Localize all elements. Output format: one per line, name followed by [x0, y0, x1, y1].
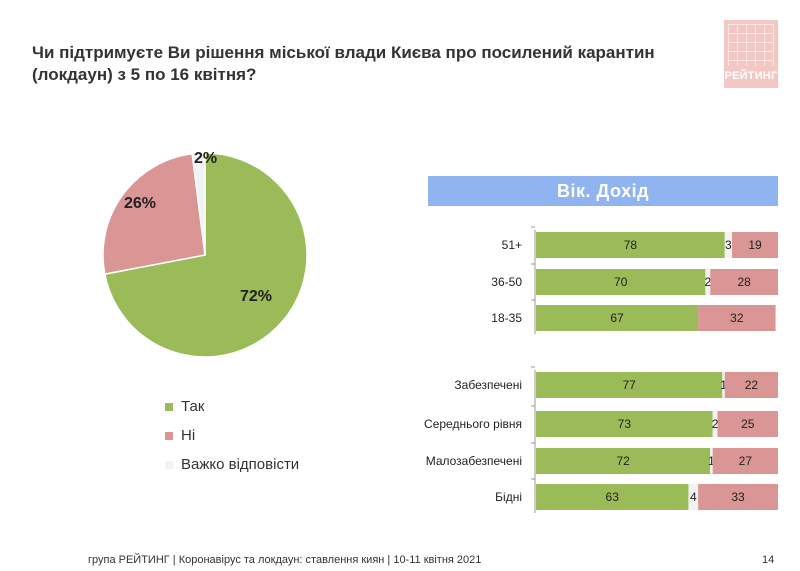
bar-value-label: 28: [737, 275, 751, 289]
bar-value-label: 77: [622, 378, 636, 392]
pie-slice-1: [102, 152, 206, 275]
bar-value-label: 67: [610, 311, 624, 325]
pie-slice-label-0: 72%: [240, 288, 273, 305]
legend-swatch: [165, 402, 173, 411]
legend-item-0: Так: [165, 392, 299, 421]
bar-value-label: 33: [731, 490, 745, 504]
pie-chart: 72% 26% 2%: [90, 140, 320, 370]
bar-segment: [712, 448, 778, 474]
bar-category-label: 51+: [502, 238, 522, 252]
bar-segment: [536, 448, 711, 474]
bar-segment: [536, 411, 713, 437]
bar-value-label: 78: [624, 238, 638, 252]
bar-segment: [724, 372, 778, 398]
pie-legend: Так Ні Важко відповісти: [165, 392, 299, 479]
bar-category-label: Забезпечені: [454, 378, 522, 392]
bar-segment: [724, 232, 733, 258]
legend-label: Важко відповісти: [181, 456, 300, 473]
pie-slice-0: [103, 152, 308, 358]
bar-segment: [698, 305, 776, 331]
bar-value-label: 22: [745, 378, 759, 392]
pie-chart-svg: [102, 152, 308, 358]
legend-swatch: [165, 431, 173, 440]
legend-label: Ні: [181, 427, 196, 444]
bar-value-label: 63: [606, 490, 620, 504]
bar-category-label: Малозабезпечені: [426, 454, 522, 468]
bar-value-label: 27: [739, 454, 753, 468]
legend-swatch: [165, 460, 173, 469]
bar-segment: [732, 232, 778, 258]
bar-value-label: 72: [616, 454, 630, 468]
logo-grid-pattern: [728, 24, 774, 66]
legend-label: Так: [181, 398, 205, 415]
bar-category-label: Бідні: [495, 490, 522, 504]
bar-value-label: 1: [708, 454, 715, 468]
bar-value-label: 4: [690, 490, 697, 504]
bar-segment: [705, 269, 711, 295]
bar-category-label: Середнього рівня: [424, 417, 522, 431]
bar-value-label: 2: [704, 275, 711, 289]
bar-value-label: 73: [618, 417, 632, 431]
bar-segment: [536, 269, 706, 295]
bar-segment: [536, 305, 699, 331]
section-banner: Вік. Дохід: [428, 176, 778, 206]
bar-segment: [698, 484, 778, 510]
bar-segment: [710, 448, 713, 474]
legend-item-2: Важко відповісти: [165, 450, 299, 479]
page-number: 14: [762, 554, 775, 566]
bar-segment: [536, 232, 725, 258]
bar-value-label: 19: [748, 238, 762, 252]
bar-segment: [712, 411, 718, 437]
footer-text: група РЕЙТИНГ | Коронавірус та локдаун: …: [88, 554, 482, 566]
pie-slice-label-2: 2%: [194, 150, 218, 167]
bar-segment: [536, 372, 723, 398]
bar-value-label: 32: [730, 311, 744, 325]
bar-value-label: 70: [614, 275, 628, 289]
chart-title: Чи підтримуєте Ви рішення міської влади …: [32, 43, 655, 84]
bar-segment: [722, 372, 725, 398]
bar-value-label: 2: [712, 417, 719, 431]
logo-text: РЕЙТИНГ: [724, 70, 778, 82]
bar-segment: [688, 484, 699, 510]
bar-value-label: 3: [725, 238, 732, 252]
bar-value-label: 25: [741, 417, 755, 431]
pie-slice-label-1: 26%: [124, 195, 157, 212]
bar-category-label: 18-35: [491, 311, 522, 325]
rating-logo: РЕЙТИНГ: [724, 20, 778, 88]
pie-slice-2: [191, 152, 206, 256]
bar-segment: [536, 484, 689, 510]
bar-segment: [717, 411, 778, 437]
legend-item-1: Ні: [165, 421, 299, 450]
bar-value-label: 1: [720, 378, 727, 392]
bar-category-label: 36-50: [491, 275, 522, 289]
bar-segment: [710, 269, 778, 295]
